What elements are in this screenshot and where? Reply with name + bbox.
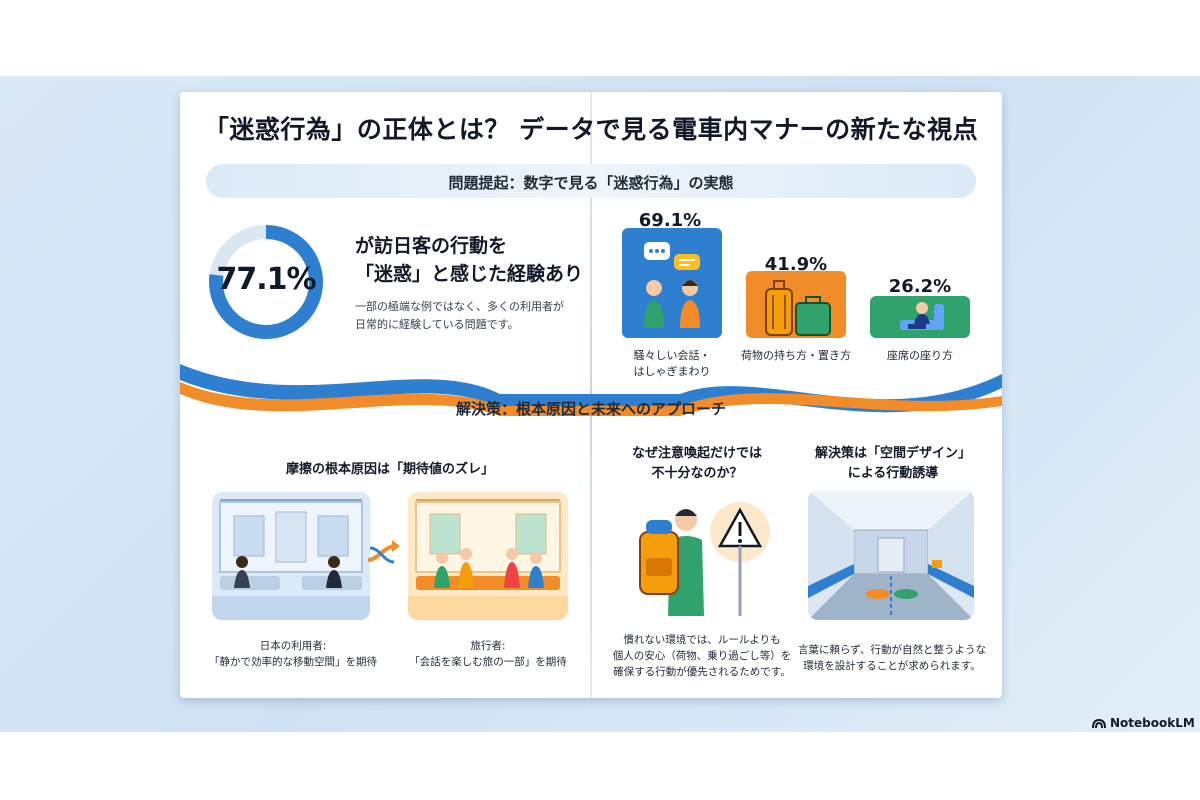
warning-caption-line1: 慣れない環境では、ルールよりも: [623, 634, 781, 646]
bar-label-seating: 座席の座り方: [887, 349, 953, 362]
stat-headline-line1: が訪日客の行動を: [355, 235, 508, 257]
section-heading-problem: 問題提起：数字で見る「迷惑行為」の実態: [448, 174, 734, 192]
caption-travelers-line2: 「会話を楽しむ旅の一部」を期待: [409, 656, 567, 668]
design-caption: 言葉に頼らず、行動が自然と整うような 環境を設計することが求められます。: [796, 642, 988, 674]
bar-luggage: [746, 271, 846, 338]
cause-heading: 摩擦の根本原因は「期待値のズレ」: [285, 462, 494, 477]
decorative-wave: [180, 364, 1002, 416]
caption-japanese-users-line2: 「静かで効率的な移動空間」を期待: [209, 656, 377, 668]
caption-travelers-line1: 旅行者:: [470, 640, 506, 652]
designed-train-interior-icon: [808, 490, 974, 620]
notebooklm-watermark: NotebookLM: [1092, 716, 1195, 730]
bar-label-conversation: 騒々しい会話・ はしゃぎまわり: [605, 348, 739, 380]
stat-description-line1: 一部の極端な例ではなく、多くの利用者が: [355, 300, 564, 313]
quiet-train-illustration: [212, 492, 370, 620]
warning-caption-line2: 個人の安心（荷物、乗り過ごし等）を: [612, 650, 792, 662]
chatting-people-icon: [644, 242, 700, 328]
design-heading-line2: による行動誘導: [847, 466, 939, 481]
bar-label-conversation-line2: はしゃぎまわり: [633, 365, 711, 378]
warning-caption: 慣れない環境では、ルールよりも 個人の安心（荷物、乗り過ごし等）を 確保する行動…: [612, 632, 792, 680]
lively-train-illustration: [408, 492, 568, 620]
bar-value-seating: 26.2%: [888, 276, 952, 297]
page-title: 「迷惑行為」の正体とは？ データで見る電車内マナーの新たな視点: [203, 115, 979, 144]
bar-label-luggage: 荷物の持ち方・置き方: [741, 349, 851, 362]
bar-conversation: [622, 228, 722, 338]
bar-value-luggage: 41.9%: [764, 254, 828, 275]
bar-label-conversation-line1: 騒々しい会話・: [633, 349, 711, 362]
seated-person-icon: [900, 302, 944, 330]
donut-value: 77.1%: [216, 262, 316, 297]
caption-travelers: 旅行者: 「会話を楽しむ旅の一部」を期待: [394, 638, 582, 670]
transition-arrow-icon: [367, 540, 400, 564]
section-heading-solution: 解決策：根本原因と未来へのアプローチ: [455, 400, 726, 418]
warning-heading-line1: なぜ注意喚起だけでは: [631, 446, 762, 461]
stat-description-line2: 日常的に経験している問題です。: [355, 318, 519, 331]
donut-arc: [209, 225, 323, 339]
notebooklm-logo-icon: [1092, 718, 1106, 728]
backpacker-warning-illustration: [639, 502, 770, 616]
design-heading-line1: 解決策は「空間デザイン」: [814, 446, 971, 461]
space-design-illustration: [808, 490, 974, 620]
brand-name: NotebookLM: [1110, 716, 1195, 730]
quiet-commuters-icon: [212, 499, 370, 620]
stat-description: 一部の極端な例ではなく、多くの利用者が 日常的に経験している問題です。: [355, 298, 585, 334]
suitcase-icon: [765, 280, 831, 336]
stat-headline: が訪日客の行動を 「迷惑」と感じた経験あり: [355, 232, 595, 288]
warning-caption-line3: 確保する行動が優先されるためです。: [613, 666, 791, 678]
design-heading: 解決策は「空間デザイン」 による行動誘導: [798, 444, 988, 484]
stat-headline-line2: 「迷惑」と感じた経験あり: [355, 263, 584, 285]
donut-chart: [209, 225, 323, 339]
booklet: 「迷惑行為」の正体とは？ データで見る電車内マナーの新たな視点 問題提起：数字で…: [180, 92, 1002, 698]
chatting-travelers-icon: [408, 499, 568, 620]
design-caption-line1: 言葉に頼らず、行動が自然と整うような: [797, 644, 987, 656]
bar-seating: [870, 296, 970, 338]
caption-japanese-users: 日本の利用者: 「静かで効率的な移動空間」を期待: [200, 638, 386, 670]
warning-heading-line2: 不十分なのか？: [651, 466, 743, 481]
bar-value-conversation: 69.1%: [638, 210, 702, 231]
section-band: [206, 164, 976, 198]
caption-japanese-users-line1: 日本の利用者:: [259, 640, 327, 652]
warning-heading: なぜ注意喚起だけでは 不十分なのか？: [612, 444, 782, 484]
design-caption-line2: 環境を設計することが求められます。: [803, 660, 981, 672]
